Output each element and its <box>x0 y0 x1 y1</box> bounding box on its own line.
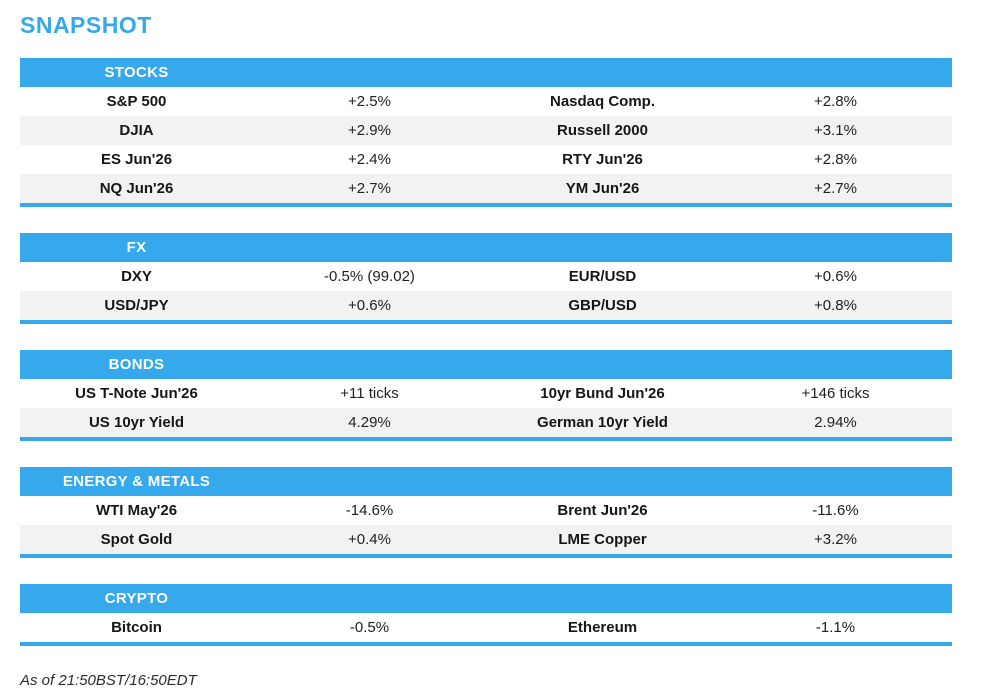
instrument-name-left: ES Jun'26 <box>100 151 173 168</box>
section-rows: US T-Note Jun'26 +11 ticks 10yr Bund Jun… <box>20 379 952 437</box>
sections-container: STOCKS S&P 500 +2.5% Nasdaq Comp. +2.8% … <box>20 58 988 646</box>
instrument-change-left: -14.6% <box>345 502 394 519</box>
table-row: S&P 500 +2.5% Nasdaq Comp. +2.8% <box>20 87 952 116</box>
instrument-name-left: USD/JPY <box>104 297 169 314</box>
section-header: CRYPTO <box>20 584 952 613</box>
section-title: FX <box>126 239 147 256</box>
section-header: STOCKS <box>20 58 952 87</box>
instrument-change-left: +11 ticks <box>340 385 399 402</box>
instrument-change-left: +2.7% <box>348 180 391 197</box>
section-title: CRYPTO <box>104 590 169 607</box>
instrument-name-right: LME Copper <box>558 531 647 548</box>
section-title: ENERGY & METALS <box>62 473 211 490</box>
table-row: WTI May'26 -14.6% Brent Jun'26 -11.6% <box>20 496 952 525</box>
table-row: NQ Jun'26 +2.7% YM Jun'26 +2.7% <box>20 174 952 203</box>
instrument-name-left: Bitcoin <box>111 619 162 636</box>
instrument-name-left: S&P 500 <box>106 93 167 110</box>
instrument-change-right: +3.2% <box>814 531 857 548</box>
instrument-change-left: 4.29% <box>348 414 391 431</box>
instrument-change-right: +146 ticks <box>801 385 870 402</box>
table-row: USD/JPY +0.6% GBP/USD +0.8% <box>20 291 952 320</box>
market-section: ENERGY & METALS WTI May'26 -14.6% Brent … <box>20 467 952 558</box>
instrument-change-left: -0.5% <box>349 619 390 636</box>
instrument-change-left: -0.5% (99.02) <box>324 268 415 285</box>
instrument-change-left: +2.4% <box>348 151 391 168</box>
instrument-name-right: YM Jun'26 <box>565 180 640 197</box>
market-section: FX DXY -0.5% (99.02) EUR/USD +0.6% USD/J… <box>20 233 952 324</box>
market-section: BONDS US T-Note Jun'26 +11 ticks 10yr Bu… <box>20 350 952 441</box>
table-row: DXY -0.5% (99.02) EUR/USD +0.6% <box>20 262 952 291</box>
section-header: BONDS <box>20 350 952 379</box>
market-section: STOCKS S&P 500 +2.5% Nasdaq Comp. +2.8% … <box>20 58 952 207</box>
instrument-name-left: DXY <box>121 268 152 285</box>
timestamp-note: As of 21:50BST/16:50EDT <box>20 672 197 689</box>
instrument-name-left: Spot Gold <box>100 531 173 548</box>
section-rows: DXY -0.5% (99.02) EUR/USD +0.6% USD/JPY … <box>20 262 952 320</box>
instrument-name-right: Ethereum <box>567 619 638 636</box>
instrument-name-right: German 10yr Yield <box>537 414 668 431</box>
instrument-name-left: US T-Note Jun'26 <box>75 385 198 402</box>
table-row: DJIA +2.9% Russell 2000 +3.1% <box>20 116 952 145</box>
page-title: SNAPSHOT <box>20 12 152 38</box>
section-rows: WTI May'26 -14.6% Brent Jun'26 -11.6% Sp… <box>20 496 952 554</box>
instrument-change-right: +2.7% <box>814 180 857 197</box>
table-row: Spot Gold +0.4% LME Copper +3.2% <box>20 525 952 554</box>
section-rows: S&P 500 +2.5% Nasdaq Comp. +2.8% DJIA +2… <box>20 87 952 203</box>
instrument-change-left: +2.5% <box>348 93 391 110</box>
section-title: BONDS <box>108 356 165 373</box>
instrument-name-left: WTI May'26 <box>95 502 178 519</box>
table-row: ES Jun'26 +2.4% RTY Jun'26 +2.8% <box>20 145 952 174</box>
instrument-change-right: +0.6% <box>814 268 857 285</box>
instrument-change-left: +0.4% <box>348 531 391 548</box>
section-rows: Bitcoin -0.5% Ethereum -1.1% <box>20 613 952 642</box>
instrument-change-right: -11.6% <box>812 502 859 519</box>
instrument-name-right: 10yr Bund Jun'26 <box>540 385 665 402</box>
instrument-change-right: +0.8% <box>814 297 857 314</box>
instrument-name-left: US 10yr Yield <box>88 414 185 431</box>
instrument-name-right: Russell 2000 <box>557 122 648 139</box>
table-row: US T-Note Jun'26 +11 ticks 10yr Bund Jun… <box>20 379 952 408</box>
instrument-change-right: +3.1% <box>814 122 857 139</box>
instrument-change-left: +0.6% <box>348 297 391 314</box>
instrument-name-right: Brent Jun'26 <box>557 502 648 519</box>
instrument-name-right: EUR/USD <box>568 268 637 285</box>
instrument-change-right: +2.8% <box>814 151 857 168</box>
instrument-name-right: GBP/USD <box>568 297 637 314</box>
table-row: Bitcoin -0.5% Ethereum -1.1% <box>20 613 952 642</box>
instrument-name-left: DJIA <box>119 122 154 139</box>
market-section: CRYPTO Bitcoin -0.5% Ethereum -1.1% <box>20 584 952 646</box>
instrument-name-right: Nasdaq Comp. <box>549 93 655 110</box>
instrument-name-left: NQ Jun'26 <box>99 180 174 197</box>
table-row: US 10yr Yield 4.29% German 10yr Yield 2.… <box>20 408 952 437</box>
instrument-change-right: +2.8% <box>814 93 857 110</box>
section-header: FX <box>20 233 952 262</box>
instrument-change-left: +2.9% <box>348 122 391 139</box>
instrument-change-right: -1.1% <box>815 619 856 636</box>
instrument-change-right: 2.94% <box>814 414 857 431</box>
instrument-name-right: RTY Jun'26 <box>562 151 643 168</box>
section-title: STOCKS <box>104 64 169 81</box>
section-header: ENERGY & METALS <box>20 467 952 496</box>
